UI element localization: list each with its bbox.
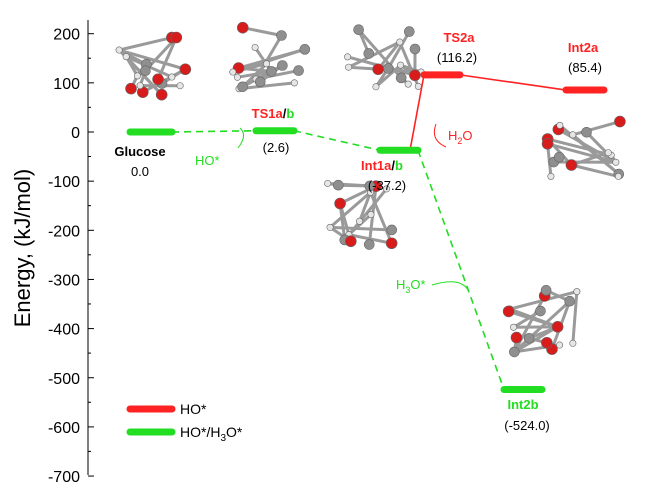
state-value-int2a: (85.4) (568, 60, 602, 75)
connectors (171, 74, 567, 390)
state-label-glucose: Glucose (114, 144, 165, 159)
energy-levels (126, 71, 608, 394)
y-tick-label: -200 (48, 223, 80, 240)
molecule-int2b (502, 285, 581, 358)
molecule-int1 (324, 179, 398, 250)
state-label-int1: Int1a/b (361, 158, 403, 173)
legend-label-ho-h3o: HO*/H3O* (180, 424, 243, 444)
y-tick-label: 200 (53, 27, 80, 44)
annotation-h3o-text: H3O* (396, 277, 426, 295)
annotation-h2o: H2O (433, 123, 473, 148)
state-label-int2a: Int2a (568, 40, 599, 55)
connector-int1-int2b (417, 150, 505, 390)
state-value-ts2a: (116.2) (437, 50, 477, 65)
y-tick-label: 0 (71, 125, 80, 142)
y-tick-label: -300 (48, 272, 80, 289)
connector-int1-ts2a (409, 74, 425, 151)
y-ticks: 200 100 0 -100 -200 -300 -400 -500 -600 -700 (48, 27, 94, 485)
state-value-ts1: (2.6) (263, 140, 290, 155)
molecule-glucose (115, 31, 192, 101)
state-label-ts1: TS1a/b (252, 106, 295, 121)
y-axis-label: Energy, (kJ/mol) (10, 169, 35, 328)
state-label-ts2a: TS2a (443, 30, 475, 45)
y-tick-label: -100 (48, 174, 80, 191)
annotation-ho: HO* (195, 127, 244, 168)
molecule-int1-top (344, 24, 425, 91)
legend: HO* HO*/H3O* (126, 401, 243, 444)
connector-ts2a-int2a (459, 74, 567, 91)
state-label-int2b: Int2b (507, 397, 538, 412)
connector-glucose-ts1 (171, 129, 257, 133)
connector-ts1-int1 (293, 129, 381, 152)
state-value-int2b: (-524.0) (504, 418, 550, 433)
molecule-int2a (541, 115, 626, 180)
legend-label-ho: HO* (180, 401, 207, 417)
molecule-ts1 (229, 21, 311, 93)
annotation-ho-text: HO* (195, 153, 220, 168)
y-tick-label: 100 (53, 76, 80, 93)
annotation-h3o: H3O* (396, 277, 470, 295)
state-value-int1: (-37.2) (368, 178, 406, 193)
y-tick-label: -600 (48, 420, 80, 437)
molecule-illustrations (115, 21, 626, 358)
state-labels: Glucose 0.0 TS1a/b (2.6) Int1a/b (-37.2) TS2a (… (114, 30, 602, 433)
y-tick-label: -700 (48, 469, 80, 485)
y-tick-label: -400 (48, 322, 80, 339)
state-value-glucose: 0.0 (131, 164, 149, 179)
annotation-h2o-text: H2O (448, 128, 473, 146)
y-tick-label: -500 (48, 371, 80, 388)
